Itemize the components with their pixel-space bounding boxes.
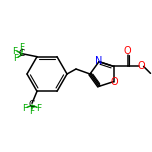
Text: N: N — [95, 56, 103, 66]
Text: O: O — [138, 61, 145, 71]
Text: O: O — [124, 46, 131, 56]
Text: F: F — [29, 107, 35, 116]
Text: F: F — [36, 104, 41, 113]
Text: O: O — [110, 77, 118, 87]
Text: F: F — [19, 43, 25, 52]
Text: F: F — [13, 54, 19, 63]
Text: F: F — [12, 47, 18, 56]
Text: C: C — [29, 100, 35, 109]
Text: F: F — [22, 104, 28, 113]
Text: C: C — [19, 49, 25, 58]
